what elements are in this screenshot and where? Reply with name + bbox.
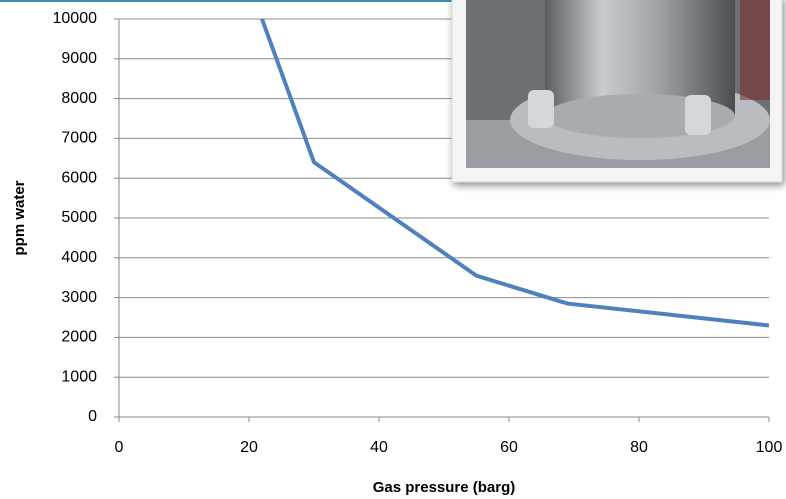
y-tick-label: 3000 [61,289,97,306]
y-axis-title: ppm water [11,180,28,255]
y-tick-label: 8000 [61,90,97,107]
photo-fitting [528,90,554,128]
y-tick-label: 7000 [61,130,97,147]
y-tick-label: 10000 [53,10,98,27]
y-tick-label: 9000 [61,50,97,67]
x-tick-label: 40 [370,439,388,456]
data-line [260,18,770,328]
x-tick-label: 60 [500,439,518,456]
y-tick-label: 0 [88,408,97,425]
x-tick-label: 80 [630,439,648,456]
inset-photo [451,0,783,183]
y-tick-label: 6000 [61,169,97,186]
y-tick-label: 2000 [61,329,97,346]
y-tick-label: 1000 [61,368,97,385]
x-axis-title: Gas pressure (barg) [373,479,516,496]
x-tick-label: 100 [756,439,783,456]
photo-detail [740,0,770,100]
y-tick-label: 5000 [61,209,97,226]
photo-fitting [685,95,711,135]
x-tick-label: 0 [115,439,124,456]
x-tick-label: 20 [240,439,258,456]
y-tick-label: 4000 [61,249,97,266]
